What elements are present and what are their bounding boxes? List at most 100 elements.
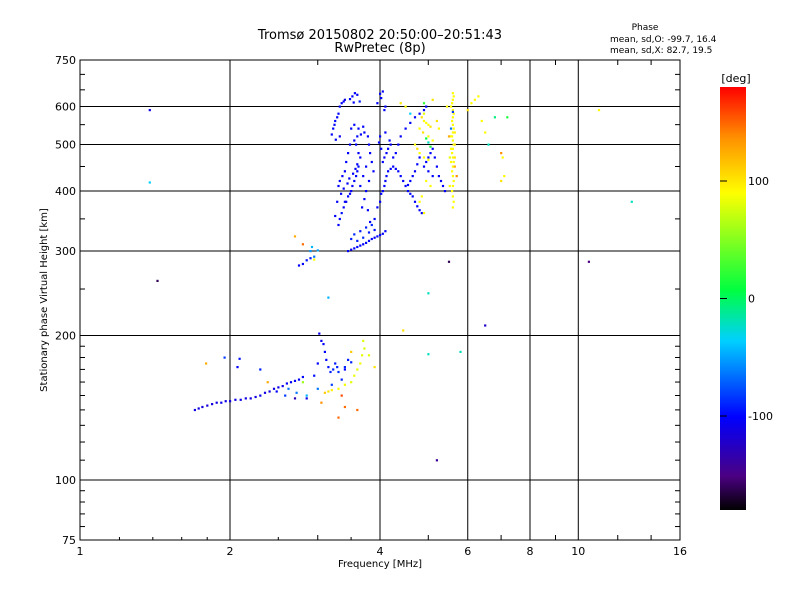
data-point <box>353 233 356 236</box>
data-point <box>327 390 330 393</box>
data-point <box>451 92 454 95</box>
data-point <box>355 143 358 146</box>
data-point <box>343 383 346 386</box>
data-point <box>493 116 496 119</box>
data-point <box>297 264 301 267</box>
data-point <box>429 152 432 155</box>
data-point <box>365 241 368 244</box>
data-point <box>351 95 354 98</box>
data-point <box>383 184 386 188</box>
data-point <box>356 163 359 166</box>
data-point <box>347 250 350 253</box>
data-point <box>500 152 503 155</box>
data-point <box>342 206 345 209</box>
data-point <box>427 353 430 356</box>
data-point <box>297 378 301 381</box>
data-point <box>413 200 417 203</box>
data-point <box>350 237 353 241</box>
data-point <box>425 121 428 124</box>
data-point <box>367 231 371 234</box>
data-point <box>313 258 316 261</box>
grid-lines <box>80 60 680 540</box>
data-point <box>358 100 361 103</box>
chart-subtitle: RwPretec (8p) <box>334 41 425 56</box>
data-point <box>295 391 298 394</box>
x-axis-label: Frequency [MHz] <box>338 559 422 570</box>
data-point <box>353 139 356 142</box>
chart-title: Tromsø 20150802 20:50:00–20:51:43 <box>257 28 502 43</box>
data-point <box>367 179 371 183</box>
data-point <box>385 175 388 178</box>
colorbar-tick-label: -100 <box>748 410 773 423</box>
x-tick-label: 6 <box>464 545 471 558</box>
data-point <box>427 135 430 138</box>
data-point <box>369 152 372 155</box>
data-point <box>427 123 430 126</box>
y-tick-label: 600 <box>55 101 76 114</box>
data-point <box>338 105 341 108</box>
data-point <box>357 152 360 155</box>
data-point <box>285 382 288 385</box>
data-point <box>277 386 280 389</box>
data-point <box>363 131 366 134</box>
data-point <box>340 394 343 397</box>
data-point <box>449 105 453 108</box>
data-point <box>448 184 451 188</box>
data-point <box>404 127 407 130</box>
data-point <box>355 175 358 178</box>
data-point <box>362 175 365 178</box>
data-point <box>451 165 454 168</box>
data-point <box>376 235 379 238</box>
data-point <box>340 212 343 215</box>
data-point <box>365 165 368 168</box>
data-point <box>340 378 343 381</box>
data-point <box>327 296 330 299</box>
data-point <box>451 102 454 105</box>
data-point <box>453 156 456 159</box>
data-point <box>630 200 633 203</box>
data-point <box>503 175 506 178</box>
data-point <box>385 152 388 155</box>
data-point <box>387 170 390 173</box>
data-point <box>452 95 455 98</box>
data-point <box>389 143 392 146</box>
data-point <box>359 184 362 188</box>
data-point <box>466 109 469 112</box>
data-point <box>322 343 325 346</box>
data-point <box>334 362 337 365</box>
data-point <box>384 230 387 233</box>
data-point <box>337 387 340 390</box>
data-point <box>429 125 432 128</box>
data-point <box>379 200 382 203</box>
data-point <box>367 354 371 357</box>
data-point <box>320 401 323 404</box>
data-point <box>379 234 382 237</box>
colorbar-title: [deg] <box>721 72 750 85</box>
data-point <box>336 200 339 203</box>
data-point <box>365 226 368 229</box>
data-point <box>337 184 340 188</box>
data-point <box>341 175 344 178</box>
data-point <box>340 192 343 195</box>
data-point <box>373 366 376 369</box>
data-point <box>452 160 455 164</box>
data-point <box>392 156 395 159</box>
data-point <box>266 381 269 384</box>
data-point <box>427 158 430 161</box>
data-point <box>418 127 421 130</box>
data-point <box>447 260 451 263</box>
data-point <box>439 179 443 183</box>
data-point <box>480 119 483 123</box>
data-point <box>345 160 348 164</box>
data-point <box>356 135 359 138</box>
data-point <box>397 170 400 173</box>
data-point <box>365 190 368 193</box>
data-point <box>413 143 417 146</box>
data-point <box>451 156 454 159</box>
data-point <box>348 177 351 180</box>
data-point <box>379 135 382 138</box>
data-point <box>422 131 425 134</box>
data-point <box>323 391 326 394</box>
colorbar-tick-label: 0 <box>748 293 755 306</box>
